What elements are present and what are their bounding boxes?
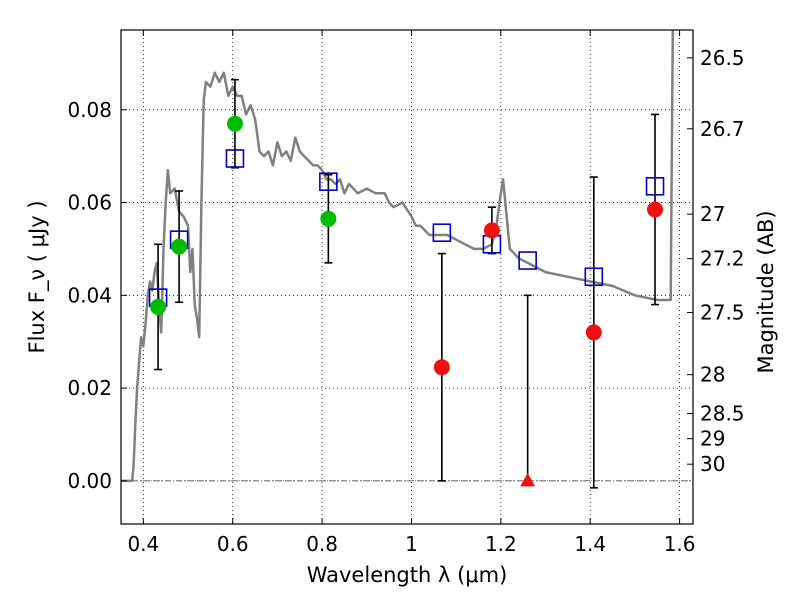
right-tick-label: 29 [700,427,725,451]
right-tick-label: 27 [700,202,725,226]
y-tick-label: 0.08 [67,98,112,122]
right-tick-label: 27.2 [700,247,745,271]
observed-points [150,115,664,487]
x-tick-label: 1.6 [664,532,696,556]
axis-ticks [121,30,693,524]
model-photometry-square [432,223,452,243]
observed-point [226,115,243,132]
observed-point [585,324,602,341]
x-tick-label: 1.4 [574,532,606,556]
right-tick-label: 26.7 [700,117,745,141]
y-axis-label-left: Flux F_ν ( μJy ) [25,200,50,353]
x-axis-label: Wavelength λ (μm) [307,563,508,587]
sed-curve [121,30,675,483]
observed-point [171,238,188,255]
right-tick-label: 28.5 [700,402,745,426]
model-photometry-square [645,177,665,196]
right-tick-label: 30 [700,452,725,476]
observed-point [320,210,337,227]
model-photometry-square [584,267,604,287]
model-photometry-square [225,149,245,168]
model-sed-line [121,30,675,483]
observed-point [483,222,500,239]
model-photometry-square [518,251,537,270]
right-tick-label: 26.5 [700,46,745,70]
x-tick-label: 0.6 [217,532,249,556]
y-tick-label: 0.00 [67,469,112,493]
observed-point [433,359,450,376]
x-tick-label: 0.8 [306,532,338,556]
right-tick-label: 28 [700,363,725,387]
observed-point [647,201,664,218]
x-tick-label: 1.2 [485,532,517,556]
y-tick-label: 0.02 [67,376,112,400]
y-tick-label: 0.06 [67,191,112,215]
x-tick-label: 0.4 [127,532,159,556]
y-tick-label: 0.04 [67,283,112,307]
tick-labels: 0.4 0.6 0.8 1 1.2 1.4 1.6 0.00 0.02 0.04 0.06 0.08 2… [67,46,744,556]
x-tick-label: 1 [405,532,418,556]
right-tick-label: 27.5 [700,300,745,324]
observed-point [150,298,167,315]
y-axis-label-right: Magnitude (AB) [754,210,778,373]
model-photometry-square [319,172,338,191]
plot-frame [120,29,694,525]
upper-limit-triangle [520,472,535,487]
